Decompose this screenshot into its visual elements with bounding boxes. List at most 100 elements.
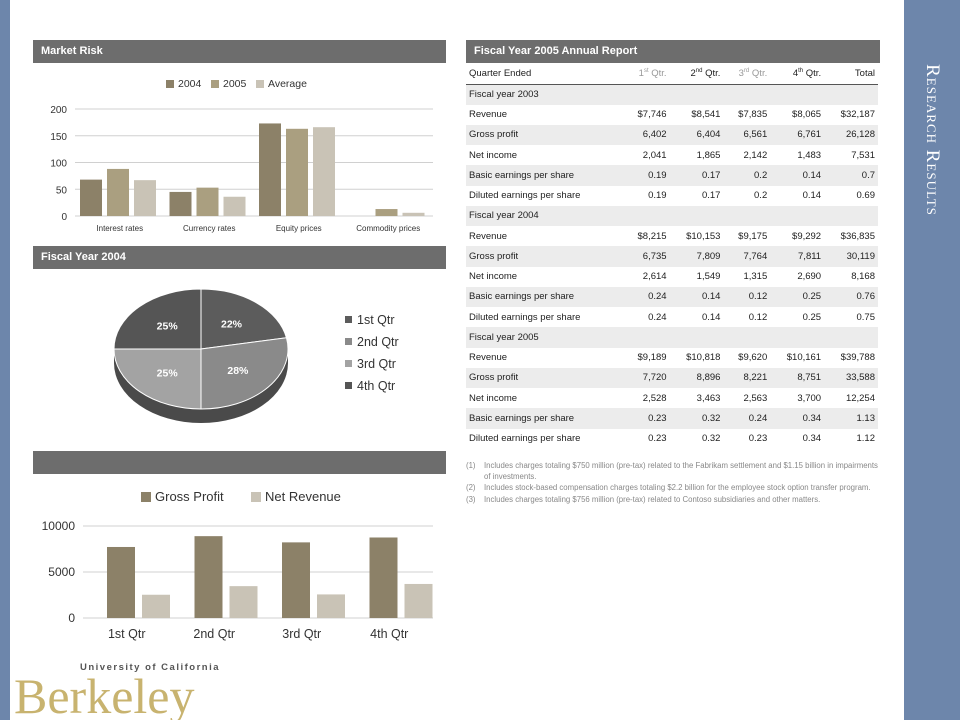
legend-swatch [345,360,352,367]
bar-2005 [196,187,219,216]
bar-gross-profit [369,537,398,618]
y-tick-label: 150 [50,132,67,143]
legend-swatch [251,492,261,502]
y-tick-label: 100 [50,159,67,170]
footnote-number: (2) [466,483,476,493]
row-label: Basic earnings per share [466,408,623,429]
x-tick-label: 4th Qtr [370,627,408,641]
header-q4: 4th Qtr. [770,64,825,85]
table-cell: 6,561 [723,124,771,145]
table-cell: $9,189 [637,352,667,364]
bar-2004 [80,179,102,216]
footnote: (3) Includes charges totaling $756 millio… [466,495,880,506]
table-cell: 2,142 [743,149,768,161]
table-row: Basic earnings per share 0.23 0.32 0.24 0.34… [466,408,878,429]
row-label: Gross profit [466,367,623,388]
table-cell: 7,811 [770,246,825,267]
table-cell: 8,168 [851,271,875,283]
legend-label: Net Revenue [265,489,341,504]
header-total: Total [824,64,878,85]
table-cell: 0.14 [669,286,724,307]
header-quarter-ended: Quarter Ended [466,64,623,85]
table-cell: 1.12 [856,433,876,445]
table-cell: 2,563 [743,392,768,404]
table-cell: $10,153 [686,230,721,242]
table-cell: $9,292 [792,230,822,242]
pie-slice-2 [200,337,289,410]
table-cell: 3,463 [696,392,721,404]
table-row: Basic earnings per share 0.19 0.17 0.2 0.14 0… [466,165,878,186]
table-cell: 0.69 [856,190,876,202]
table-cell: 0.12 [748,311,768,323]
table-cell: 0.23 [748,433,768,445]
legend-label: Gross Profit [155,489,224,504]
footnote-text: Includes stock-based compensation charge… [484,483,871,493]
header-q3: 3rd Qtr. [723,64,771,85]
table-cell: 0.17 [701,190,721,202]
pie-data-label: 25% [157,321,179,333]
legend-label: 2004 [178,78,202,90]
table-cell: 0.12 [723,286,771,307]
market-risk-header: Market Risk [33,40,446,63]
table-cell: 0.7 [824,165,878,186]
slide-title-container: Research Results [906,40,958,240]
table-cell: 2,041 [642,149,667,161]
legend-label: Average [268,78,307,90]
row-label: Revenue [469,109,508,121]
section-label: Fiscal year 2003 [466,84,878,105]
table-cell: $7,835 [738,109,768,121]
pie-data-label: 22% [221,319,243,331]
bar-gross-profit [194,536,223,618]
table-cell: 2,614 [642,271,667,283]
bar-average [223,196,246,216]
table-cell: 0.75 [856,311,876,323]
legend-label: 4th Qtr [357,379,395,393]
table-cell: 0.2 [723,165,771,186]
table-row: Gross profit 6,735 7,809 7,764 7,811 30,119 [466,246,878,267]
header-q1: 1st Qtr. [622,64,670,85]
bar-2005 [107,168,129,216]
footnotes: (1) Includes charges totaling $750 millio… [466,461,880,506]
bar-2005 [375,209,398,216]
table-cell: 0.76 [824,286,878,307]
report-header: Fiscal Year 2005 Annual Report [466,40,880,63]
table-cell: 1,483 [797,149,822,161]
bar-gross-profit [282,542,310,618]
row-label: Basic earnings per share [466,165,623,186]
row-label: Diluted earnings per share [469,433,581,445]
footnote: (2) Includes stock-based compensation cha… [466,483,880,494]
table-row: Gross profit 6,402 6,404 6,561 6,761 26,128 [466,124,878,145]
table-row: Net income 2,041 1,865 2,142 1,483 7,531 [466,145,878,165]
section-header-row: Fiscal year 2004 [466,205,878,226]
bar-2005 [286,128,308,216]
table-cell: 0.32 [669,408,724,429]
table-cell: $8,215 [637,230,667,242]
x-tick-label: 3rd Qtr [282,627,321,641]
legend-swatch [211,80,219,88]
table-cell: 0.14 [770,165,825,186]
fy2004-pie-chart: 22% 28% 25% 25% 1st Qtr 2nd Qtr 3rd Qtr 4th Qtr [113,288,399,423]
table-header-row: Quarter Ended 1st Qtr. 2nd Qtr. 3rd Qtr.… [466,64,878,85]
table-row: Net income 2,614 1,549 1,315 2,690 8,168 [466,267,878,287]
legend-label: 3rd Qtr [357,357,396,371]
table-cell: 3,700 [797,392,822,404]
legend-swatch [345,382,352,389]
footnote: (1) Includes charges totaling $750 millio… [466,461,880,482]
table-cell: $8,541 [691,109,721,121]
legend-swatch [141,492,151,502]
footnote-number: (3) [466,494,476,504]
table-cell: 26,128 [824,124,878,145]
pie-slice-3 [113,348,202,410]
table-row: Diluted earnings per share 0.24 0.14 0.12 0.… [466,307,878,327]
table-cell: 8,896 [669,367,724,388]
table-cell: 1,865 [696,149,721,161]
table-cell: 2,528 [642,392,667,404]
table-cell: 6,404 [669,124,724,145]
table-row: Gross profit 7,720 8,896 8,221 8,751 33,588 [466,367,878,388]
legend-swatch [256,80,264,88]
x-tick-label: 2nd Qtr [193,627,235,641]
table-row: Revenue $9,189 $10,818 $9,620 $10,161 $39,788 [466,348,878,368]
row-label: Basic earnings per share [466,286,623,307]
bar-net-revenue [229,586,258,618]
pie-data-label: 25% [157,367,179,379]
